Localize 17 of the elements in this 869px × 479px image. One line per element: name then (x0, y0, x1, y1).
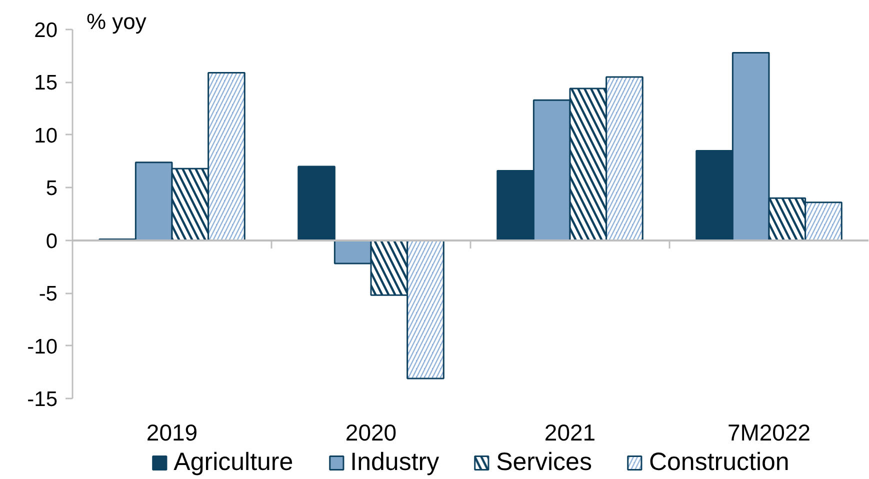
y-tick-label: 5 (46, 177, 58, 200)
legend-label: Services (496, 448, 592, 477)
legend-label: Agriculture (174, 448, 294, 477)
legend-label: Industry (350, 448, 440, 477)
y-axis-title: % yoy (86, 9, 146, 34)
x-tick-label: 2021 (544, 420, 596, 446)
y-tick-label: -10 (27, 335, 58, 358)
y-tick-label: 10 (34, 124, 58, 148)
x-tick-label: 2020 (345, 420, 397, 446)
x-tick-label: 7M2022 (727, 420, 811, 446)
y-tick-label: -5 (38, 282, 58, 306)
y-tick-label: -15 (27, 388, 58, 411)
y-tick-label: 15 (34, 72, 58, 95)
legend-label: Construction (648, 448, 790, 477)
y-tick-label: 0 (46, 230, 58, 253)
y-tick-label: 20 (34, 19, 58, 42)
x-tick-label: 2019 (146, 420, 198, 446)
